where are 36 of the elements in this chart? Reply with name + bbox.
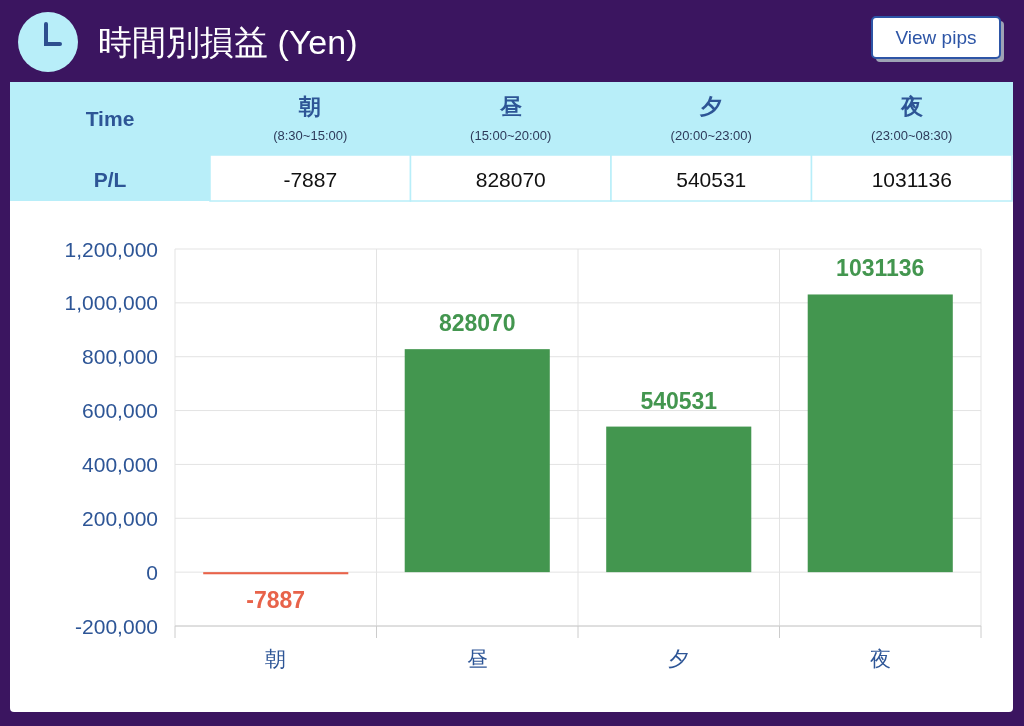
bar [807, 294, 953, 573]
y-tick-label: 400,000 [82, 452, 158, 476]
category-label: 朝 [299, 93, 322, 119]
text: (8:30~15:00) [273, 127, 348, 143]
y-tick-label: 800,000 [82, 345, 158, 369]
text: (15:00~20:00) [470, 127, 552, 143]
data-label: 1031136 [836, 255, 925, 282]
text: (20:00~23:00) [670, 127, 752, 143]
text: -7887 [283, 167, 338, 191]
y-tick-label: 600,000 [82, 399, 158, 423]
category-label: 夕 [700, 93, 723, 119]
text: Time [85, 106, 135, 130]
bar [606, 426, 752, 573]
text: 828070 [475, 167, 546, 191]
category-label: 夜 [900, 93, 923, 119]
y-tick-label: 0 [146, 560, 158, 584]
category-label: 昼 [499, 93, 522, 119]
x-tick-label: 夕 [668, 646, 690, 670]
data-label: -7887 [246, 587, 306, 614]
chart-title: 時間別損益 (Yen) [98, 23, 358, 61]
y-tick-label: 1,200,000 [64, 237, 158, 261]
text: 1031136 [871, 167, 952, 191]
y-tick-label: -200,000 [75, 614, 158, 638]
text: View pips [895, 26, 977, 48]
data-label: 828070 [438, 310, 516, 337]
data-label: 540531 [640, 387, 718, 414]
text: 540531 [676, 167, 747, 191]
text: P/L [93, 167, 127, 191]
y-tick-label: 200,000 [82, 506, 158, 530]
bar [404, 349, 550, 573]
bar [203, 572, 349, 575]
y-tick-label: 1,000,000 [64, 291, 158, 315]
x-tick-label: 昼 [466, 646, 488, 670]
x-tick-label: 朝 [265, 646, 287, 670]
x-tick-label: 夜 [869, 646, 891, 670]
text: (23:00~08:30) [871, 127, 953, 143]
